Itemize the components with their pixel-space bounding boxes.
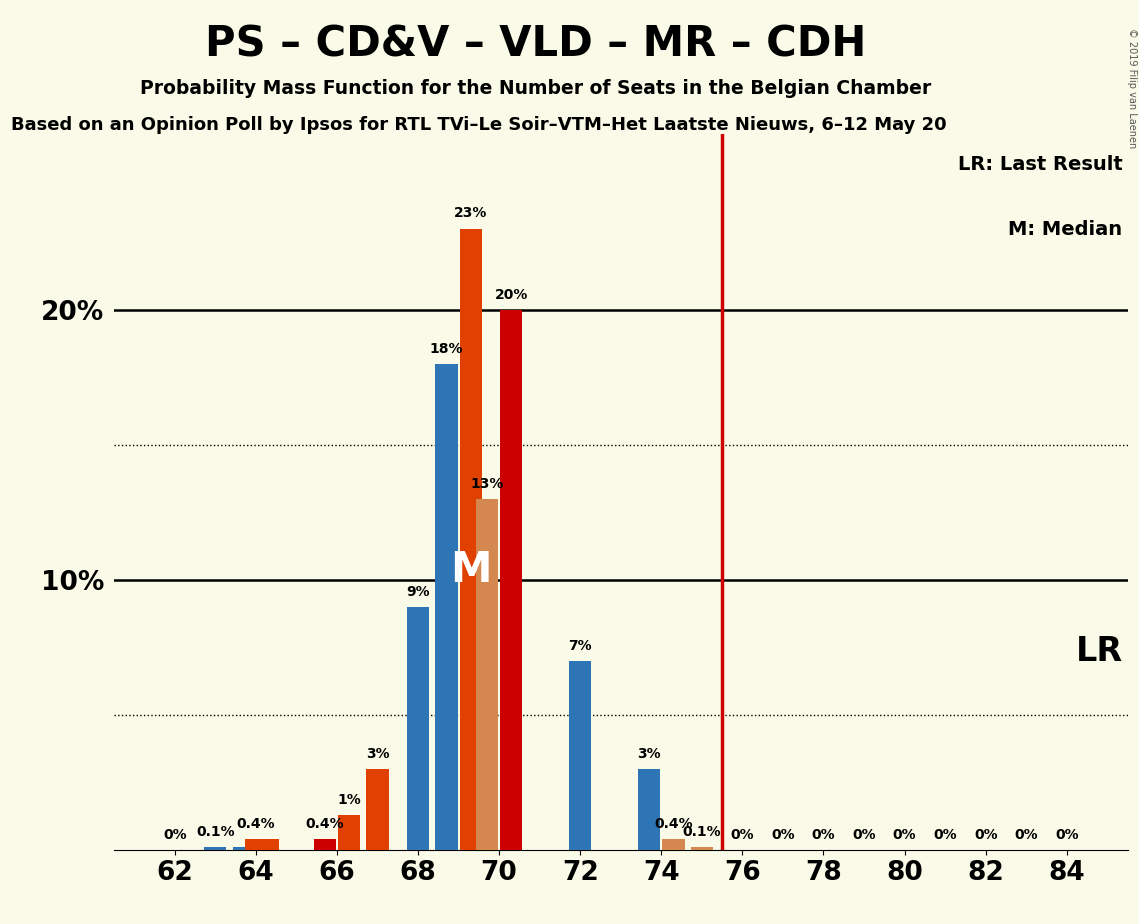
Text: 0%: 0%	[974, 828, 998, 842]
Text: 7%: 7%	[568, 638, 592, 653]
Text: Based on an Opinion Poll by Ipsos for RTL TVi–Le Soir–VTM–Het Laatste Nieuws, 6–: Based on an Opinion Poll by Ipsos for RT…	[11, 116, 947, 133]
Text: 13%: 13%	[470, 477, 503, 491]
Bar	[407, 607, 429, 850]
Bar	[367, 769, 388, 850]
Text: 0%: 0%	[933, 828, 957, 842]
Text: 20%: 20%	[494, 287, 528, 301]
Bar	[204, 847, 227, 850]
Text: 0.1%: 0.1%	[682, 825, 721, 839]
Bar	[313, 839, 336, 850]
Text: 0%: 0%	[771, 828, 795, 842]
Text: 3%: 3%	[638, 747, 661, 760]
Text: 1%: 1%	[337, 793, 361, 807]
Text: M: M	[450, 550, 491, 591]
Bar	[570, 661, 591, 850]
Text: LR: Last Result: LR: Last Result	[958, 155, 1123, 175]
Text: 0%: 0%	[1015, 828, 1038, 842]
Bar	[459, 228, 482, 850]
Text: 0%: 0%	[730, 828, 754, 842]
Text: Probability Mass Function for the Number of Seats in the Belgian Chamber: Probability Mass Function for the Number…	[140, 79, 931, 98]
Bar	[662, 839, 685, 850]
Text: 18%: 18%	[429, 342, 464, 356]
Bar	[245, 839, 267, 850]
Text: 0.4%: 0.4%	[237, 817, 276, 832]
Bar	[476, 499, 498, 850]
Text: 0%: 0%	[893, 828, 917, 842]
Text: 0%: 0%	[852, 828, 876, 842]
Text: 23%: 23%	[454, 206, 487, 221]
Bar	[256, 839, 279, 850]
Text: 0.4%: 0.4%	[654, 817, 693, 832]
Text: 3%: 3%	[366, 747, 390, 760]
Text: 9%: 9%	[407, 585, 429, 599]
Bar	[638, 769, 661, 850]
Bar	[232, 847, 255, 850]
Bar	[338, 815, 360, 850]
Text: PS – CD&V – VLD – MR – CDH: PS – CD&V – VLD – MR – CDH	[205, 23, 866, 65]
Text: 0%: 0%	[163, 828, 187, 842]
Text: © 2019 Filip van Laenen: © 2019 Filip van Laenen	[1126, 28, 1137, 148]
Text: 0%: 0%	[1055, 828, 1079, 842]
Text: M: Median: M: Median	[1008, 220, 1123, 239]
Bar	[435, 364, 458, 850]
Bar	[204, 847, 227, 850]
Bar	[690, 847, 713, 850]
Text: 0.4%: 0.4%	[305, 817, 344, 832]
Text: LR: LR	[1075, 636, 1123, 668]
Text: 0%: 0%	[812, 828, 835, 842]
Text: 0.1%: 0.1%	[196, 825, 235, 839]
Bar	[500, 310, 523, 850]
